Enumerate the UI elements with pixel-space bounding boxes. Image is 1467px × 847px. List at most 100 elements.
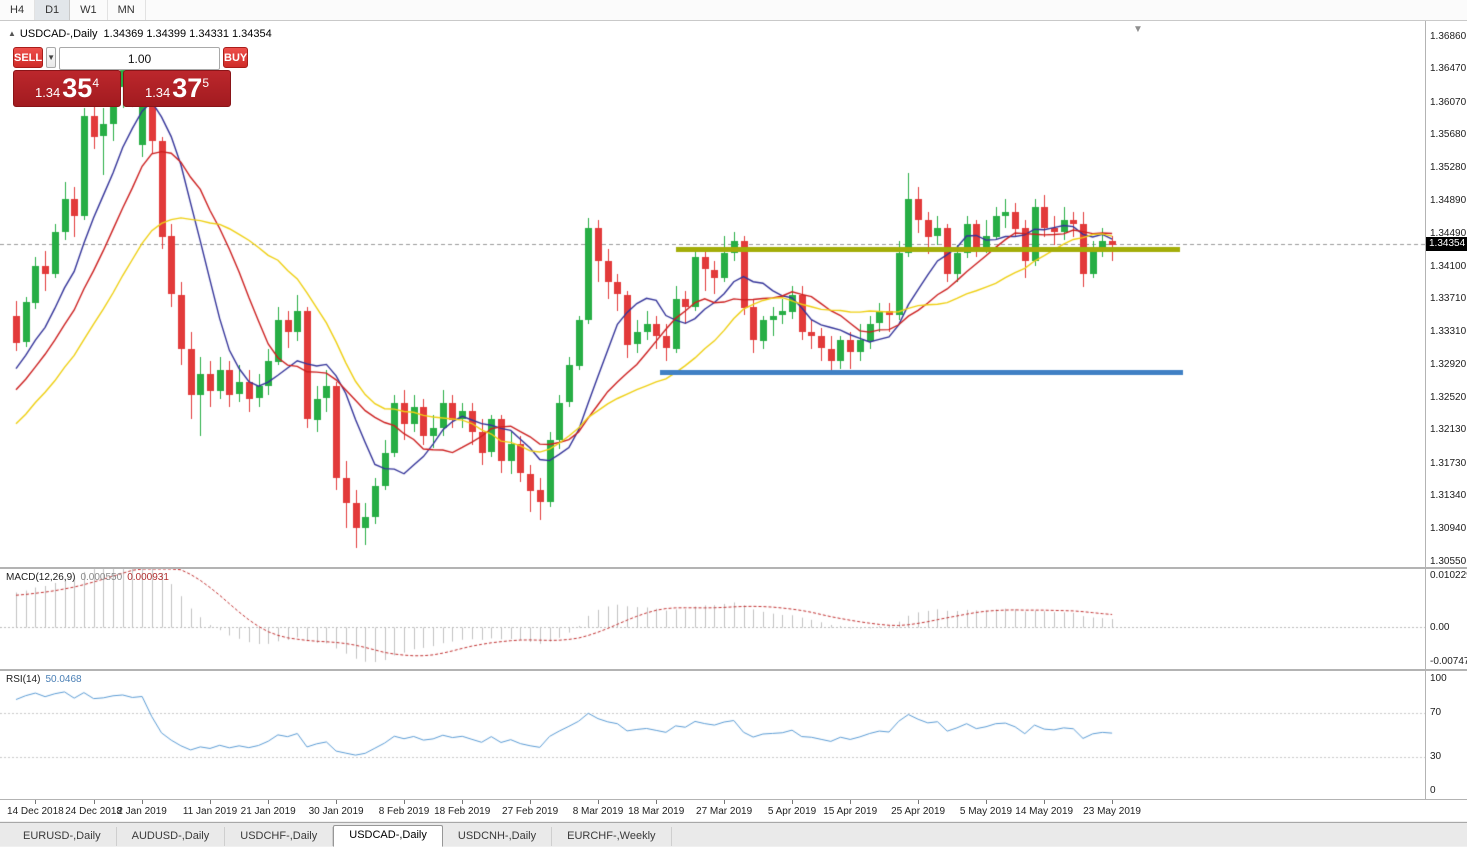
date-tick <box>142 800 144 804</box>
sell-price-prefix: 1.34 <box>34 85 61 100</box>
buy-price-box[interactable]: 1.34 37 5 <box>123 70 231 107</box>
price-axis-label: 1.36860 <box>1430 30 1467 42</box>
date-tick <box>986 800 987 804</box>
buy-button[interactable]: BUY <box>223 47 249 68</box>
chart-tab-audusd[interactable]: AUDUSD-,Daily <box>117 827 226 846</box>
price-axis-label: 1.33710 <box>1430 293 1467 305</box>
price-chart-panel: ▲ USDCAD-,Daily 1.34369 1.34399 1.34331 1.… <box>0 21 1467 567</box>
macd-axis[interactable]: 0.010229 0.00 -0.007471 <box>1426 569 1467 669</box>
date-axis-label: 8 Mar 2019 <box>572 806 624 817</box>
macd-name: MACD(12,26,9) <box>6 572 76 583</box>
date-tick <box>792 800 793 804</box>
date-axis-label: 30 Jan 2019 <box>308 806 364 817</box>
date-tick <box>93 800 95 804</box>
price-axis-label: 1.32920 <box>1430 358 1467 370</box>
volume-dropdown-button[interactable]: ▼ <box>46 47 57 68</box>
buy-price-prefix: 1.34 <box>144 85 171 100</box>
chart-ohlc-values: 1.34369 1.34399 1.34331 1.34354 <box>103 28 272 40</box>
date-axis-label: 8 Feb 2019 <box>378 806 430 817</box>
timeframe-button-h4[interactable]: H4 <box>0 0 36 20</box>
date-tick <box>268 800 270 804</box>
date-axis-label: 14 May 2019 <box>1015 806 1074 817</box>
price-axis[interactable]: 1.36860 1.36470 1.36070 1.35680 1.35280 1.348… <box>1426 21 1467 567</box>
date-axis-label: 2 Jan 2019 <box>117 806 167 817</box>
macd-axis-min: -0.007471 <box>1430 656 1467 667</box>
current-price-badge: 1.34354 <box>1426 237 1467 252</box>
timeframe-button-d1[interactable]: D1 <box>35 0 71 20</box>
date-axis-label: 27 Feb 2019 <box>502 806 559 817</box>
panel-divider[interactable] <box>0 567 1467 569</box>
price-axis-label: 1.35280 <box>1430 162 1467 174</box>
chart-window: ▲ USDCAD-,Daily 1.34369 1.34399 1.34331 1.… <box>0 21 1467 821</box>
date-axis-label: 18 Mar 2019 <box>628 806 685 817</box>
date-tick <box>1112 800 1114 804</box>
sell-button[interactable]: SELL <box>13 47 44 68</box>
price-axis-label: 1.36070 <box>1430 96 1467 108</box>
rsi-panel: RSI(14) 50.0468 100 70 30 0 <box>0 671 1467 799</box>
date-tick <box>598 800 599 804</box>
price-axis-label: 1.36470 <box>1430 63 1467 75</box>
rsi-axis-label: 70 <box>1430 706 1442 718</box>
price-axis-label: 1.30550 <box>1430 555 1467 567</box>
date-axis-label: 14 Dec 2018 <box>7 806 64 817</box>
buy-price-pips: 37 <box>172 73 203 103</box>
price-axis-label: 1.30940 <box>1430 523 1467 535</box>
date-axis[interactable]: 14 Dec 2018 24 Dec 2018 2 Jan 2019 11 Jan 2… <box>0 800 1467 821</box>
volume-input[interactable] <box>59 47 221 70</box>
price-axis-label: 1.32520 <box>1430 392 1467 404</box>
chart-title: ▲ USDCAD-,Daily 1.34369 1.34399 1.34331 1.… <box>8 28 272 40</box>
date-tick <box>336 800 338 804</box>
date-tick <box>1044 800 1046 804</box>
date-tick <box>462 800 464 804</box>
timeframe-button-w1[interactable]: W1 <box>70 0 108 20</box>
chart-tab-usdcad[interactable]: USDCAD-,Daily <box>333 825 443 847</box>
rsi-axis-label: 100 <box>1430 673 1447 684</box>
chart-tab-usdchf[interactable]: USDCHF-,Daily <box>225 827 334 846</box>
rsi-label: RSI(14) 50.0468 <box>6 674 82 685</box>
price-axis-label: 1.34100 <box>1430 260 1467 272</box>
macd-label: MACD(12,26,9) 0.000550 0.000931 <box>6 572 169 583</box>
date-axis-label: 21 Jan 2019 <box>240 806 296 817</box>
collapse-arrow-icon[interactable]: ▲ <box>8 29 16 38</box>
date-axis-label: 24 Dec 2018 <box>65 806 122 817</box>
rsi-axis-label: 0 <box>1430 785 1436 796</box>
date-axis-label: 27 Mar 2019 <box>696 806 753 817</box>
macd-main-value: 0.000550 <box>80 572 123 583</box>
sell-price-pips: 35 <box>62 73 93 103</box>
date-tick <box>850 800 852 804</box>
date-tick <box>35 800 37 804</box>
date-axis-label: 11 Jan 2019 <box>182 806 238 817</box>
rsi-name: RSI(14) <box>6 674 41 685</box>
date-axis-label: 15 Apr 2019 <box>823 806 878 817</box>
chart-shift-marker-icon[interactable]: ▼ <box>1133 24 1143 35</box>
rsi-canvas[interactable] <box>0 671 1425 799</box>
timeframe-toolbar: H4 D1 W1 MN <box>0 0 1467 21</box>
date-axis-label: 18 Feb 2019 <box>434 806 491 817</box>
date-tick <box>530 800 532 804</box>
date-tick <box>724 800 726 804</box>
price-axis-label: 1.34890 <box>1430 194 1467 206</box>
price-chart-canvas[interactable] <box>0 21 1425 567</box>
price-axis-label: 1.33310 <box>1430 326 1467 338</box>
sell-price-point: 4 <box>92 76 100 90</box>
macd-signal-value: 0.000931 <box>127 572 169 583</box>
macd-axis-zero: 0.00 <box>1430 621 1450 633</box>
date-tick <box>404 800 405 804</box>
price-axis-label: 1.32130 <box>1430 424 1467 436</box>
date-axis-label: 5 May 2019 <box>959 806 1013 817</box>
panel-divider[interactable] <box>0 669 1467 671</box>
macd-canvas[interactable] <box>0 569 1425 669</box>
chart-tab-eurusd[interactable]: EURUSD-,Daily <box>8 827 117 846</box>
chart-tab-eurchf[interactable]: EURCHF-,Weekly <box>552 827 672 846</box>
date-tick <box>656 800 658 804</box>
chart-tab-usdcnh[interactable]: USDCNH-,Daily <box>443 827 553 846</box>
rsi-axis[interactable]: 100 70 30 0 <box>1426 671 1467 799</box>
timeframe-button-mn[interactable]: MN <box>108 0 146 20</box>
rsi-value: 50.0468 <box>45 674 82 685</box>
sell-price-box[interactable]: 1.34 35 4 <box>13 70 121 107</box>
price-axis-label: 1.31730 <box>1430 457 1467 469</box>
panel-divider <box>0 799 1467 800</box>
buy-price-point: 5 <box>202 76 210 90</box>
